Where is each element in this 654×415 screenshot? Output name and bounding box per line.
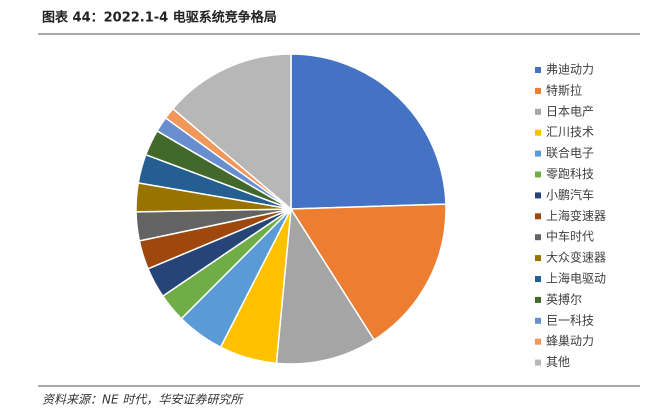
legend-label: 日本电产 [546,104,594,118]
legend-label: 巨一科技 [546,313,594,327]
legend-swatch [535,150,541,157]
legend-label: 其他 [546,355,570,369]
legend-swatch [535,171,541,178]
pie-slice [275,206,376,365]
legend-swatch [535,359,541,366]
legend-swatch [535,192,541,199]
legend-swatch [535,317,541,324]
legend-swatch [535,108,541,115]
legend-label: 英搏尔 [546,291,582,306]
legend-label: 联合电子 [546,145,594,160]
legend-label: 弗迪动力 [546,63,594,77]
legend-swatch [535,255,541,262]
pie-slice [171,53,292,211]
legend-label: 汇川技术 [546,125,594,139]
source-note: 资料来源：NE 时代，华安证券研究所 [42,393,244,407]
legend-swatch [535,296,541,303]
legend-label: 上海变速器 [546,208,606,223]
legend-swatch [535,338,541,345]
legend-label: 上海电驱动 [546,271,606,286]
legend-label: 小鹏汽车 [546,187,594,202]
legend-swatch [535,276,541,282]
legend-label: 特斯拉 [546,82,582,97]
legend-label: 蜂巢动力 [546,334,594,348]
chart-title: 图表 44：2022.1-4 电驱系统竞争格局 [42,10,277,26]
pie [135,53,447,365]
legend-swatch [535,129,541,136]
legend-label: 大众变速器 [546,250,606,265]
pie-slice [289,203,447,341]
legend-label: 中车时代 [546,229,594,244]
pie-slice [290,53,447,210]
legend-swatch [535,67,541,73]
legend: 弗迪动力特斯拉日本电产汇川技术联合电子零跑科技小鹏汽车上海变速器中车时代大众变速… [535,63,606,369]
legend-label: 零跑科技 [546,167,594,181]
legend-swatch [535,234,541,241]
legend-swatch [535,87,541,94]
legend-swatch [535,213,541,220]
